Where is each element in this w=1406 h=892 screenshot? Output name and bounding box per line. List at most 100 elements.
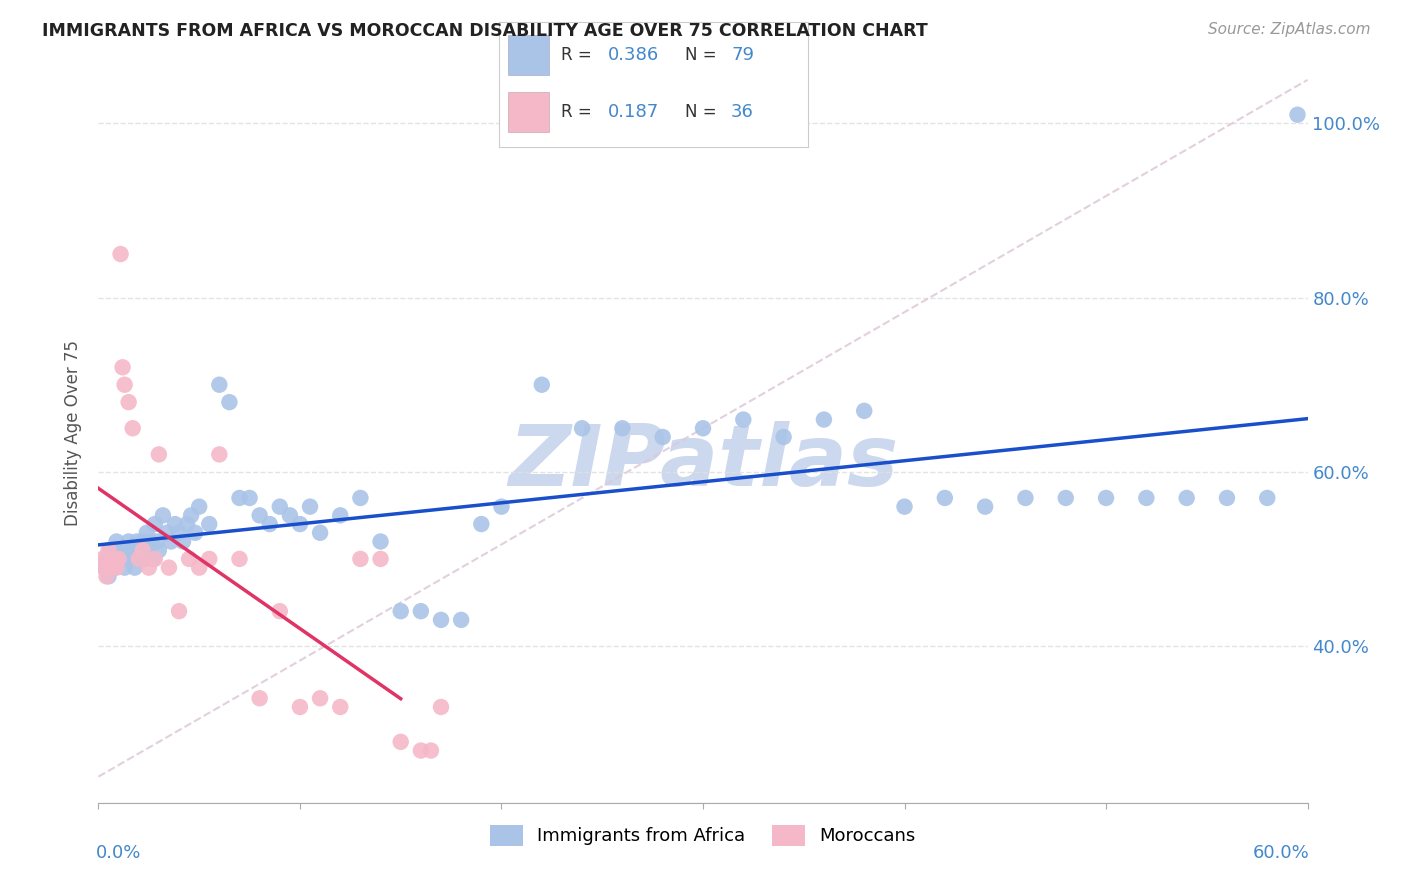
Point [120, 552, 142, 566]
Point [157, 560, 180, 574]
Point [180, 508, 202, 523]
Point [228, 491, 250, 505]
Point [107, 552, 129, 566]
Point [612, 421, 634, 435]
Point [269, 604, 291, 618]
Point [1054, 491, 1077, 505]
Point [142, 552, 165, 566]
Legend: Immigrants from Africa, Moroccans: Immigrants from Africa, Moroccans [484, 818, 922, 853]
Point [409, 743, 432, 757]
Point [146, 534, 169, 549]
Point [118, 534, 141, 549]
Point [1135, 491, 1157, 505]
Point [129, 543, 152, 558]
Point [167, 604, 190, 618]
Point [121, 543, 143, 558]
Point [249, 508, 271, 523]
Point [278, 508, 301, 523]
Point [470, 517, 492, 532]
Point [1286, 108, 1309, 122]
Point [188, 560, 211, 574]
Point [430, 700, 453, 714]
Point [259, 517, 281, 532]
Point [96, 552, 118, 566]
Point [934, 491, 956, 505]
Point [111, 552, 134, 566]
Text: 79: 79 [731, 45, 754, 63]
Point [103, 560, 125, 574]
Point [132, 543, 155, 558]
Point [1256, 491, 1278, 505]
Point [93, 560, 115, 574]
Point [208, 447, 231, 461]
Point [100, 560, 122, 574]
Point [143, 552, 166, 566]
Point [733, 412, 755, 426]
Point [132, 534, 155, 549]
Point [172, 534, 194, 549]
Point [124, 560, 146, 574]
Point [228, 552, 250, 566]
Point [121, 421, 143, 435]
Point [135, 525, 157, 540]
Text: 0.0%: 0.0% [96, 844, 142, 862]
Text: 0.187: 0.187 [607, 103, 658, 121]
Point [125, 534, 148, 549]
Point [134, 552, 156, 566]
Point [1014, 491, 1036, 505]
Point [128, 552, 150, 566]
Point [239, 491, 262, 505]
Point [97, 543, 120, 558]
Point [349, 491, 371, 505]
Point [288, 700, 311, 714]
Point [103, 552, 125, 566]
Point [249, 691, 271, 706]
Text: N =: N = [685, 103, 721, 121]
Point [288, 517, 311, 532]
Point [309, 525, 332, 540]
Point [651, 430, 673, 444]
Point [160, 534, 183, 549]
Point [128, 552, 150, 566]
Point [370, 552, 392, 566]
Point [974, 500, 997, 514]
Point [208, 377, 231, 392]
Point [571, 421, 593, 435]
Text: ZIPatlas: ZIPatlas [508, 421, 898, 504]
Point [148, 447, 170, 461]
Point [176, 517, 198, 532]
Point [107, 552, 129, 566]
Point [772, 430, 794, 444]
Point [389, 604, 412, 618]
Point [420, 743, 443, 757]
Text: 0.386: 0.386 [607, 45, 658, 63]
Text: Source: ZipAtlas.com: Source: ZipAtlas.com [1208, 22, 1371, 37]
Point [491, 500, 513, 514]
Point [167, 525, 190, 540]
Point [152, 508, 174, 523]
Point [118, 395, 141, 409]
Point [163, 517, 186, 532]
Point [138, 560, 160, 574]
Y-axis label: Disability Age Over 75: Disability Age Over 75 [65, 340, 83, 525]
FancyBboxPatch shape [509, 92, 548, 132]
Point [853, 404, 876, 418]
Point [269, 500, 291, 514]
Point [138, 543, 160, 558]
Point [114, 560, 136, 574]
Point [96, 569, 118, 583]
Point [198, 552, 221, 566]
Point [299, 500, 322, 514]
Point [218, 395, 240, 409]
Text: 60.0%: 60.0% [1253, 844, 1310, 862]
Text: N =: N = [685, 45, 721, 63]
Point [110, 247, 132, 261]
Text: R =: R = [561, 103, 598, 121]
Point [143, 517, 166, 532]
FancyBboxPatch shape [509, 35, 548, 75]
Point [179, 552, 201, 566]
Point [93, 560, 115, 574]
Point [450, 613, 472, 627]
Point [111, 360, 134, 375]
Point [188, 500, 211, 514]
